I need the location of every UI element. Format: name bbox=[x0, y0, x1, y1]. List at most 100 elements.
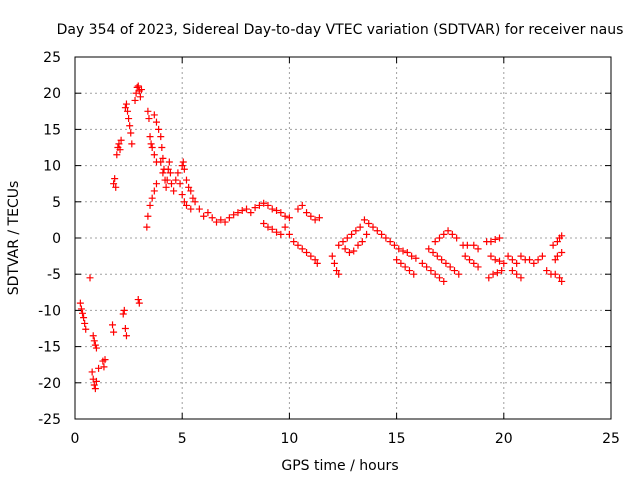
data-point bbox=[345, 248, 353, 256]
data-point bbox=[425, 245, 433, 253]
data-point bbox=[373, 227, 381, 235]
data-point bbox=[260, 199, 268, 207]
data-point bbox=[556, 274, 564, 282]
data-point bbox=[491, 235, 499, 243]
data-point bbox=[162, 183, 170, 191]
data-point bbox=[393, 256, 401, 264]
data-point bbox=[378, 230, 386, 238]
data-point bbox=[268, 205, 276, 213]
data-point bbox=[328, 252, 336, 260]
data-point bbox=[450, 267, 458, 275]
data-point bbox=[238, 206, 246, 214]
data-point bbox=[553, 252, 561, 260]
y-tick-label: -20 bbox=[38, 376, 61, 392]
data-point bbox=[470, 259, 478, 267]
data-point bbox=[448, 230, 456, 238]
data-point bbox=[208, 214, 216, 222]
data-point bbox=[290, 238, 298, 246]
data-point bbox=[134, 296, 142, 304]
data-point bbox=[339, 238, 347, 246]
data-point bbox=[350, 247, 358, 255]
y-tick-label: 15 bbox=[43, 122, 61, 138]
data-point bbox=[431, 270, 439, 278]
data-point bbox=[496, 234, 504, 242]
data-point bbox=[158, 144, 166, 151]
data-point bbox=[558, 277, 566, 285]
y-tick-label: -10 bbox=[38, 303, 61, 319]
x-tick-label: 0 bbox=[71, 431, 80, 447]
data-point bbox=[110, 180, 118, 188]
data-point bbox=[405, 267, 413, 275]
data-point bbox=[455, 270, 463, 278]
chart-title: Day 354 of 2023, Sidereal Day-to-day VTE… bbox=[57, 22, 624, 38]
data-point bbox=[117, 136, 125, 144]
data-point bbox=[113, 151, 121, 159]
data-point bbox=[134, 82, 142, 90]
data-point bbox=[159, 154, 167, 162]
data-point bbox=[225, 214, 233, 222]
data-point bbox=[294, 205, 302, 213]
data-point bbox=[122, 100, 130, 108]
data-point bbox=[170, 187, 178, 195]
data-point bbox=[517, 252, 525, 260]
data-point bbox=[109, 321, 117, 329]
data-point bbox=[435, 274, 443, 282]
data-point bbox=[382, 234, 390, 242]
data-point bbox=[264, 223, 272, 231]
data-point bbox=[217, 216, 225, 224]
data-point bbox=[221, 218, 229, 226]
data-point bbox=[431, 238, 439, 246]
data-point bbox=[538, 252, 546, 260]
data-point bbox=[551, 270, 559, 278]
data-point bbox=[124, 107, 132, 115]
data-point bbox=[474, 263, 482, 271]
data-point bbox=[485, 274, 493, 282]
data-point bbox=[412, 254, 420, 262]
data-point bbox=[157, 133, 165, 141]
data-point bbox=[313, 259, 321, 267]
data-point bbox=[152, 118, 160, 126]
data-point bbox=[81, 319, 89, 327]
data-point bbox=[128, 140, 136, 148]
data-point bbox=[172, 176, 180, 184]
data-point bbox=[76, 299, 84, 307]
data-point bbox=[135, 299, 143, 307]
data-point bbox=[146, 201, 154, 209]
data-point bbox=[88, 368, 96, 376]
data-point bbox=[91, 385, 99, 393]
data-point bbox=[558, 248, 566, 256]
data-point bbox=[167, 180, 175, 188]
data-point bbox=[187, 205, 195, 213]
data-point bbox=[429, 248, 437, 256]
data-point bbox=[298, 245, 306, 253]
data-point bbox=[530, 259, 538, 267]
data-point bbox=[549, 241, 557, 249]
data-point bbox=[264, 201, 272, 209]
y-tick-label: -25 bbox=[38, 412, 61, 428]
data-point bbox=[166, 169, 174, 177]
y-tick-label: 20 bbox=[43, 86, 61, 102]
y-tick-label: 0 bbox=[52, 231, 61, 247]
data-point bbox=[553, 238, 561, 246]
data-point bbox=[80, 314, 88, 322]
data-point bbox=[112, 183, 120, 191]
data-point bbox=[440, 277, 448, 285]
data-point bbox=[558, 232, 566, 240]
data-point bbox=[133, 83, 141, 91]
data-point bbox=[179, 158, 187, 166]
data-point bbox=[433, 252, 441, 260]
data-point bbox=[498, 267, 506, 275]
data-point bbox=[440, 230, 448, 238]
data-point bbox=[180, 165, 188, 173]
data-point bbox=[155, 125, 163, 133]
data-point bbox=[418, 259, 426, 267]
data-point bbox=[273, 206, 281, 214]
data-point bbox=[136, 93, 144, 101]
data-point bbox=[185, 183, 193, 191]
data-point bbox=[273, 228, 281, 236]
data-point bbox=[444, 227, 452, 235]
data-point bbox=[526, 256, 534, 264]
data-point bbox=[174, 169, 182, 177]
